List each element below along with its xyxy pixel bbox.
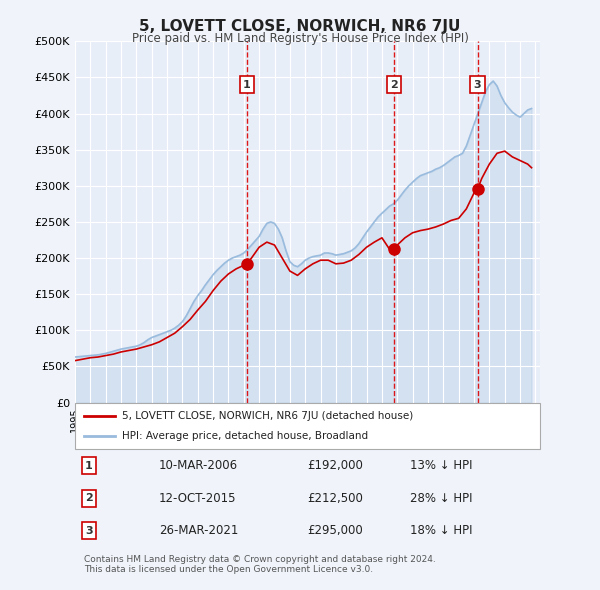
Text: 2: 2: [390, 80, 398, 90]
Text: 1: 1: [85, 461, 93, 471]
Text: £192,000: £192,000: [308, 459, 364, 472]
Text: 2: 2: [85, 493, 93, 503]
Text: £212,500: £212,500: [308, 491, 364, 505]
Text: 26-MAR-2021: 26-MAR-2021: [158, 525, 238, 537]
Text: Contains HM Land Registry data © Crown copyright and database right 2024.
This d: Contains HM Land Registry data © Crown c…: [84, 555, 436, 574]
Text: 3: 3: [85, 526, 93, 536]
Text: HPI: Average price, detached house, Broadland: HPI: Average price, detached house, Broa…: [121, 431, 368, 441]
Text: 5, LOVETT CLOSE, NORWICH, NR6 7JU: 5, LOVETT CLOSE, NORWICH, NR6 7JU: [139, 19, 461, 34]
Text: 28% ↓ HPI: 28% ↓ HPI: [410, 491, 472, 505]
Text: 10-MAR-2006: 10-MAR-2006: [158, 459, 238, 472]
Text: 5, LOVETT CLOSE, NORWICH, NR6 7JU (detached house): 5, LOVETT CLOSE, NORWICH, NR6 7JU (detac…: [121, 411, 413, 421]
Text: 12-OCT-2015: 12-OCT-2015: [158, 491, 236, 505]
Text: £295,000: £295,000: [308, 525, 363, 537]
Text: 3: 3: [474, 80, 481, 90]
Text: 18% ↓ HPI: 18% ↓ HPI: [410, 525, 472, 537]
FancyBboxPatch shape: [75, 402, 540, 450]
Text: 1: 1: [243, 80, 251, 90]
Text: 13% ↓ HPI: 13% ↓ HPI: [410, 459, 472, 472]
Text: Price paid vs. HM Land Registry's House Price Index (HPI): Price paid vs. HM Land Registry's House …: [131, 32, 469, 45]
